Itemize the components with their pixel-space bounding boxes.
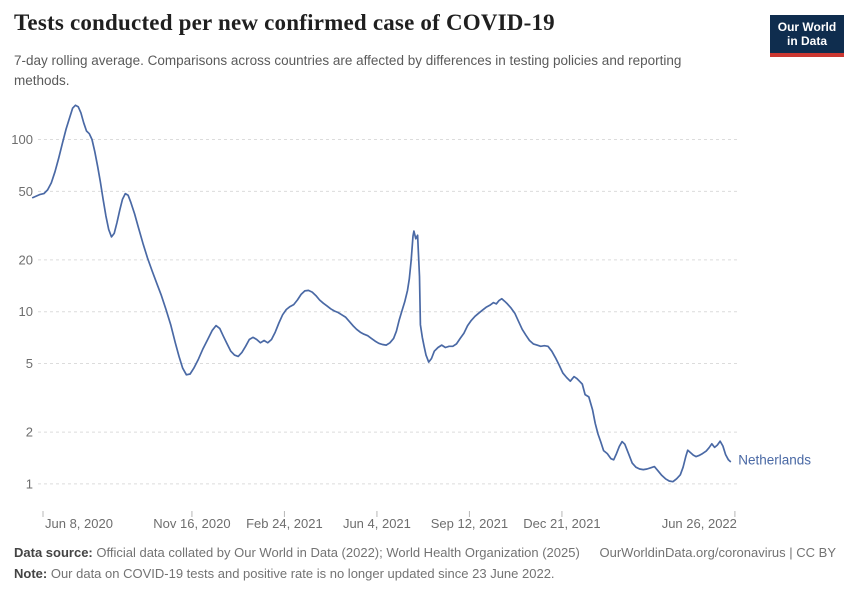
owid-logo-text: Our World in Data xyxy=(770,15,844,53)
y-axis-tick-label: 10 xyxy=(19,304,33,319)
note-label: Note: xyxy=(14,566,48,581)
data-source-text: Data source: Official data collated by O… xyxy=(14,545,580,560)
data-source-label: Data source: xyxy=(14,545,93,560)
x-axis-tick-label: Feb 24, 2021 xyxy=(246,516,323,531)
page-title: Tests conducted per new confirmed case o… xyxy=(14,10,555,35)
chart-subtitle: 7-day rolling average. Comparisons acros… xyxy=(14,53,682,88)
x-axis-tick-label: Nov 16, 2020 xyxy=(153,516,230,531)
owid-logo[interactable]: Our World in Data xyxy=(770,15,844,57)
y-axis-tick-label: 1 xyxy=(26,476,33,491)
entity-label-netherlands[interactable]: Netherlands xyxy=(738,452,811,467)
y-axis-tick-label: 50 xyxy=(19,184,33,199)
x-axis-tick-label: Jun 26, 2022 xyxy=(662,516,737,531)
owid-link[interactable]: OurWorldinData.org/coronavirus | CC BY xyxy=(599,545,836,560)
chart-footer: Data source: Official data collated by O… xyxy=(14,545,836,581)
owid-logo-red-bar xyxy=(770,52,844,57)
owid-logo-line2: in Data xyxy=(786,34,827,49)
netherlands-series-line[interactable] xyxy=(31,104,732,483)
x-axis-tick-label: Jun 4, 2021 xyxy=(343,516,411,531)
note-text: Note: Our data on COVID-19 tests and pos… xyxy=(14,566,555,581)
x-axis-tick-label: Sep 12, 2021 xyxy=(431,516,508,531)
line-chart-canvas[interactable]: 1 2 5 10 20 50 100 Jun 8, 2020 Nov 16, 2020 Feb 2… xyxy=(0,0,850,540)
y-axis-tick-label: 20 xyxy=(19,252,33,267)
owid-logo-line1: Our World xyxy=(777,20,837,34)
y-axis-tick-label: 2 xyxy=(26,425,33,440)
x-axis-tick-label: Dec 21, 2021 xyxy=(523,516,600,531)
x-axis-tick-label: Jun 8, 2020 xyxy=(45,516,113,531)
y-axis-tick-label: 5 xyxy=(26,356,33,371)
y-axis-tick-label: 100 xyxy=(11,132,33,147)
